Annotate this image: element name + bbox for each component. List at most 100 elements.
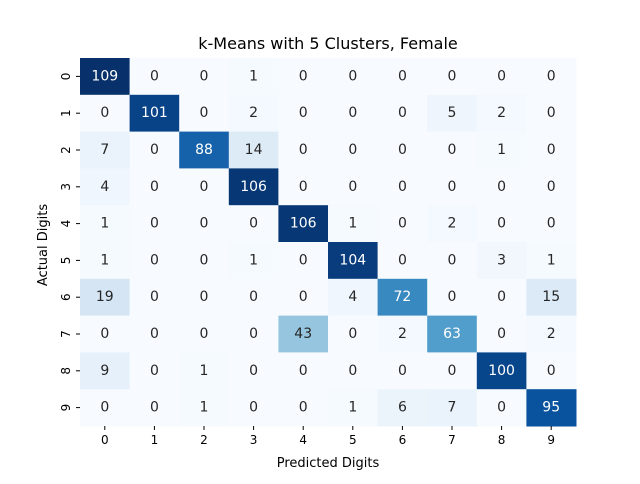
heatmap-cell-4-5 [328,205,379,243]
cell-value-4-7: 2 [448,216,457,232]
chart-title: k-Means with 5 Clusters, Female [198,34,458,53]
heatmap-cell-9-4 [278,389,329,427]
cell-value-9-1: 0 [150,400,159,416]
heatmap-cell-0-5 [328,58,379,96]
cell-value-0-2: 0 [200,68,209,84]
cell-value-9-9: 95 [542,400,560,416]
heatmap-cell-2-0 [80,131,131,169]
cell-value-6-7: 0 [448,289,457,305]
heatmap-cell-6-8 [476,278,527,317]
cell-value-4-8: 0 [497,216,506,232]
cell-value-3-0: 4 [100,179,109,195]
x-tick-label-7: 7 [448,433,456,447]
y-tick-label-9: 9 [59,404,73,412]
y-tick-label-3: 3 [59,183,73,191]
heatmap-cell-3-6 [377,168,428,206]
heatmap-cells [80,58,577,427]
cell-value-8-5: 0 [348,363,357,379]
cell-value-3-1: 0 [150,179,159,195]
cell-value-0-8: 0 [497,68,506,84]
heatmap-cell-9-9 [526,389,577,427]
cell-value-2-2: 88 [195,142,213,158]
heatmap-cell-0-1 [129,58,180,96]
cell-value-8-0: 9 [100,363,109,379]
y-tick-label-0: 0 [59,73,73,81]
heatmap-cell-4-1 [129,205,180,243]
cell-value-2-8: 1 [497,142,506,158]
heatmap-cell-7-5 [328,315,379,353]
heatmap-cell-5-9 [526,242,577,280]
cell-value-7-7: 63 [443,326,461,342]
cell-value-1-8: 2 [497,105,506,121]
cell-value-3-2: 0 [200,179,209,195]
heatmap-cell-3-2 [179,168,230,206]
cell-value-9-2: 1 [200,400,209,416]
x-tick-label-5: 5 [349,433,357,447]
heatmap-cell-9-0 [80,389,131,427]
heatmap-cell-9-1 [129,389,180,427]
cell-value-9-4: 0 [299,400,308,416]
cell-value-3-8: 0 [497,179,506,195]
heatmap-cell-7-4 [278,315,329,353]
heatmap-cell-6-5 [328,278,379,317]
heatmap-cell-9-2 [179,389,230,427]
heatmap-cell-6-6 [377,278,428,317]
cell-value-5-4: 0 [299,252,308,268]
x-tick-label-0: 0 [101,433,109,447]
cell-value-2-9: 0 [547,142,556,158]
heatmap-cell-6-4 [278,278,329,317]
cell-value-8-8: 100 [488,363,515,379]
heatmap-cell-7-8 [476,315,527,353]
heatmap-cell-5-5 [328,242,379,280]
cell-value-1-6: 0 [398,105,407,121]
cell-value-9-0: 0 [100,400,109,416]
cell-value-8-9: 0 [547,363,556,379]
cell-value-7-3: 0 [249,326,258,342]
heatmap-cell-4-6 [377,205,428,243]
y-tick-label-7: 7 [59,330,73,338]
heatmap-cell-2-1 [129,131,180,169]
cell-value-0-3: 1 [249,68,258,84]
heatmap-cell-8-2 [179,352,230,390]
heatmap-cell-4-4 [278,205,329,243]
heatmap-cell-3-7 [427,168,478,206]
cell-value-7-0: 0 [100,326,109,342]
heatmap-cell-2-8 [476,131,527,169]
cell-value-7-9: 2 [547,326,556,342]
cell-value-2-5: 0 [348,142,357,158]
cell-value-4-2: 0 [200,216,209,232]
y-tick-label-4: 4 [59,220,73,228]
cell-value-2-7: 0 [448,142,457,158]
heatmap-cell-5-0 [80,242,131,280]
cell-value-0-4: 0 [299,68,308,84]
heatmap-cell-3-8 [476,168,527,206]
y-tick-label-2: 2 [59,146,73,154]
cell-value-1-7: 5 [448,105,457,121]
cell-value-0-6: 0 [398,68,407,84]
heatmap-cell-2-3 [228,131,279,169]
cell-value-9-6: 6 [398,400,407,416]
cell-value-5-3: 1 [249,252,258,268]
cell-value-4-3: 0 [249,216,258,232]
heatmap-cell-7-9 [526,315,577,353]
cell-value-5-5: 104 [339,252,366,268]
x-axis-ticks: 0 1 2 3 4 5 6 7 8 9 [101,426,555,447]
cell-value-3-5: 0 [348,179,357,195]
cell-value-8-1: 0 [150,363,159,379]
heatmap-cell-2-4 [278,131,329,169]
cell-value-2-0: 7 [100,142,109,158]
heatmap-cell-4-3 [228,205,279,243]
cell-value-9-7: 7 [448,400,457,416]
heatmap-cell-0-8 [476,58,527,96]
heatmap-cell-0-9 [526,58,577,96]
x-tick-label-9: 9 [547,433,555,447]
cell-value-7-8: 0 [497,326,506,342]
y-tick-label-1: 1 [59,109,73,117]
heatmap-cell-4-9 [526,205,577,243]
heatmap-cell-2-6 [377,131,428,169]
heatmap-cell-5-3 [228,242,279,280]
y-axis-ticks: 0 1 2 3 4 5 6 7 8 9 [59,73,80,412]
heatmap-cell-2-9 [526,131,577,169]
